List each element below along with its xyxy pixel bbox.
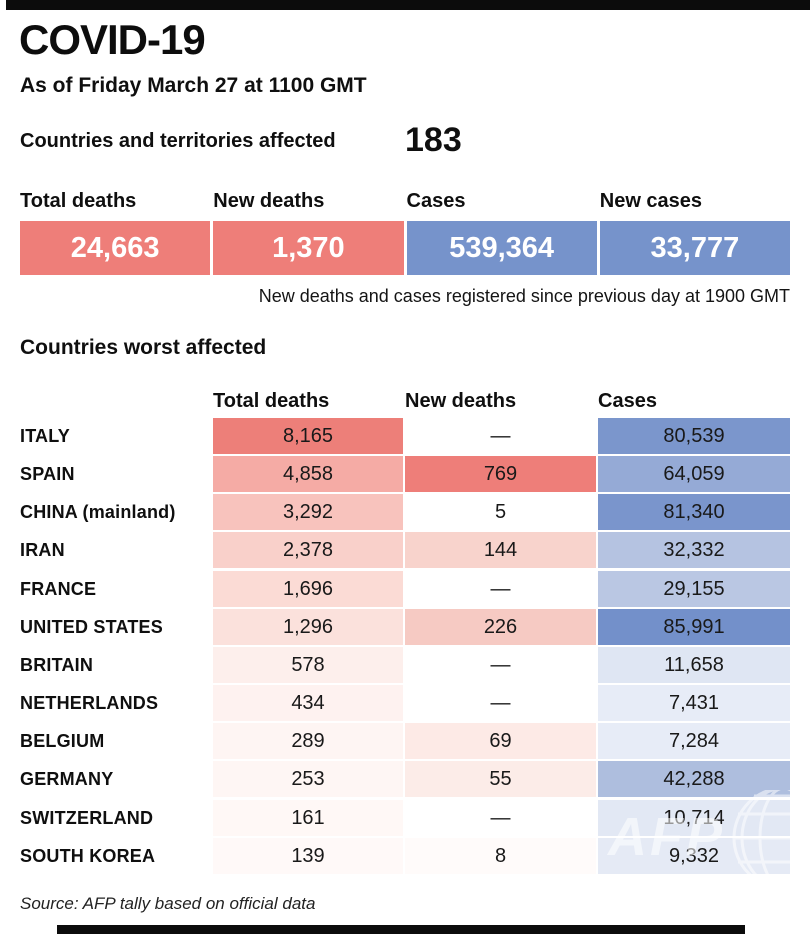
table-row: BRITAIN 578—11,658 (20, 646, 790, 685)
cell-new-deaths: 5 (405, 494, 596, 531)
cell-cases: 42,288 (598, 761, 790, 798)
summary-labels: Total deaths New deaths Cases New cases (20, 190, 790, 213)
cell-total-deaths: 253 (213, 761, 403, 798)
cell-new-deaths: — (405, 646, 596, 683)
cell-total-deaths: 4,858 (213, 456, 403, 493)
summary-value-box: 33,777 (599, 221, 790, 275)
cell-cases: 9,332 (598, 837, 790, 874)
as-of-date: As of Friday March 27 at 1100 GMT (20, 74, 367, 97)
table-row: NETHERLANDS 434—7,431 (20, 685, 790, 723)
table-row: SWITZERLAND 161—10,714 (20, 799, 790, 838)
country-label: NETHERLANDS (20, 693, 159, 714)
summary-value-box: 1,370 (213, 221, 404, 275)
summary-value-box: 24,663 (20, 221, 211, 275)
cell-new-deaths: 8 (405, 837, 596, 874)
cell-total-deaths: 578 (213, 646, 403, 683)
cell-new-deaths: 144 (405, 532, 596, 569)
table-row: GERMANY 253 55 42,288 (20, 761, 790, 799)
cell-cases: 64,059 (598, 456, 790, 493)
cell-new-deaths: — (405, 418, 596, 454)
cell-total-deaths: 289 (213, 723, 403, 760)
cell-total-deaths: 8,165 (213, 418, 403, 454)
cell-total-deaths: 434 (213, 685, 403, 722)
cell-total-deaths: 1,296 (213, 608, 403, 645)
country-label: SPAIN (20, 464, 75, 485)
cell-new-deaths: 769 (405, 456, 596, 493)
table-row: UNITED STATES 1,296 226 85,991 (20, 608, 790, 647)
table-row: SPAIN 4,858 769 64,059 (20, 456, 790, 494)
column-header: Cases (598, 390, 657, 412)
summary-boxes: 24,663 1,370 539,364 33,777 (20, 221, 790, 275)
table-title: Countries worst affected (20, 336, 267, 359)
cell-total-deaths: 139 (213, 837, 403, 874)
cell-cases: 7,284 (598, 723, 790, 760)
affected-count: 183 (405, 121, 462, 159)
table-row: SOUTH KOREA 139 8 9,332 (20, 837, 790, 876)
country-label: GERMANY (20, 769, 114, 790)
cell-new-deaths: — (405, 799, 596, 836)
countries-table: ITALY 8,165—80,539 SPAIN 4,858 769 64,059 CHIN… (20, 418, 790, 876)
summary-value-box: 539,364 (406, 221, 597, 275)
country-label: IRAN (20, 540, 65, 561)
page-title: COVID-19 (19, 16, 206, 63)
table-row: ITALY 8,165—80,539 (20, 418, 790, 456)
country-label: BELGIUM (20, 731, 105, 752)
country-label: BRITAIN (20, 654, 94, 675)
cell-cases: 80,539 (598, 418, 790, 454)
cell-cases: 11,658 (598, 646, 790, 683)
top-border-bar (6, 0, 810, 10)
cell-new-deaths: — (405, 685, 596, 722)
cell-total-deaths: 161 (213, 799, 403, 836)
cell-new-deaths: — (405, 570, 596, 607)
cell-cases: 81,340 (598, 494, 790, 531)
summary-label: Total deaths (20, 190, 137, 212)
cell-new-deaths: 55 (405, 761, 596, 798)
source-note: Source: AFP tally based on official data (20, 894, 316, 913)
country-label: FRANCE (20, 578, 97, 599)
summary-label: New cases (599, 190, 703, 212)
summary-note: New deaths and cases registered since pr… (258, 286, 790, 306)
cell-cases: 7,431 (598, 685, 790, 722)
table-row: FRANCE 1,696—29,155 (20, 570, 790, 609)
affected-label: Countries and territories affected (20, 130, 336, 152)
cell-cases: 29,155 (598, 570, 790, 607)
affected-row: Countries and territories affected 183 (20, 121, 462, 159)
table-row: CHINA (mainland) 3,292 5 81,340 (20, 494, 790, 532)
cell-new-deaths: 69 (405, 723, 596, 760)
country-label: CHINA (mainland) (20, 502, 176, 523)
cell-total-deaths: 1,696 (213, 570, 403, 607)
table-row: BELGIUM 289 69 7,284 (20, 723, 790, 761)
country-label: SWITZERLAND (20, 807, 154, 828)
cell-cases: 10,714 (598, 799, 790, 836)
cell-total-deaths: 3,292 (213, 494, 403, 531)
column-header: New deaths (405, 390, 517, 412)
country-label: ITALY (20, 426, 71, 446)
cell-total-deaths: 2,378 (213, 532, 403, 569)
table-column-headers: Total deaths New deaths Cases (20, 390, 790, 414)
cell-new-deaths: 226 (405, 608, 596, 645)
country-label: UNITED STATES (20, 616, 163, 637)
summary-label: Cases (406, 190, 466, 212)
country-label: SOUTH KOREA (20, 845, 156, 866)
cell-cases: 85,991 (598, 608, 790, 645)
table-row: IRAN 2,378 144 32,332 (20, 532, 790, 570)
column-header: Total deaths (213, 390, 330, 412)
summary-label: New deaths (213, 190, 325, 212)
cell-cases: 32,332 (598, 532, 790, 569)
bottom-border-bar (57, 925, 745, 934)
